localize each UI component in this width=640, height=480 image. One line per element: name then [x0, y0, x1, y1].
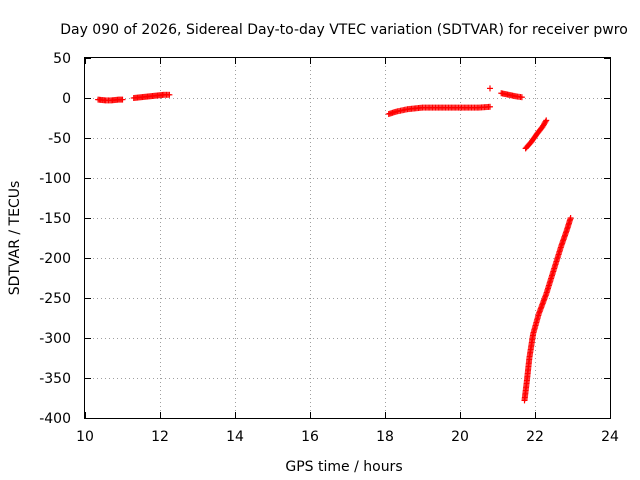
x-tick-label: 18 [376, 429, 394, 445]
plot-frame [84, 57, 611, 419]
y-tick-label: -200 [39, 251, 71, 267]
y-tick-label: -300 [39, 331, 71, 347]
x-tick-label: 24 [601, 429, 619, 445]
y-tick-label: -250 [39, 291, 71, 307]
x-axis-label: GPS time / hours [285, 459, 402, 475]
data-point [542, 118, 549, 125]
y-tick-label: -400 [39, 411, 71, 427]
x-tick-label: 12 [151, 429, 169, 445]
grid [85, 58, 610, 418]
data-point [567, 215, 574, 221]
data-point [166, 91, 173, 98]
chart-title: Day 090 of 2026, Sidereal Day-to-day VTE… [60, 22, 628, 38]
data-point [518, 94, 525, 101]
data-point [543, 117, 550, 124]
data-point [487, 103, 493, 110]
y-tick-label: 0 [62, 91, 71, 107]
x-tick-label: 22 [526, 429, 544, 445]
tick-labels: 10 12 14 16 18 20 22 24 50 0 -50 -100 -150 -200 -250 -3… [39, 51, 619, 445]
x-tick-label: 20 [451, 429, 469, 445]
data-points [95, 85, 574, 404]
axis-ticks [85, 58, 611, 419]
y-tick-label: -100 [39, 171, 71, 187]
data-point [119, 96, 126, 103]
data-point [487, 85, 493, 92]
x-tick-label: 14 [226, 429, 244, 445]
y-tick-label: -50 [48, 131, 71, 147]
y-tick-label: -350 [39, 371, 71, 387]
y-tick-label: -150 [39, 211, 71, 227]
y-tick-label: 50 [53, 51, 71, 67]
x-tick-label: 10 [76, 429, 94, 445]
x-tick-label: 16 [301, 429, 319, 445]
y-axis-label: SDTVAR / TECUs [7, 181, 23, 296]
